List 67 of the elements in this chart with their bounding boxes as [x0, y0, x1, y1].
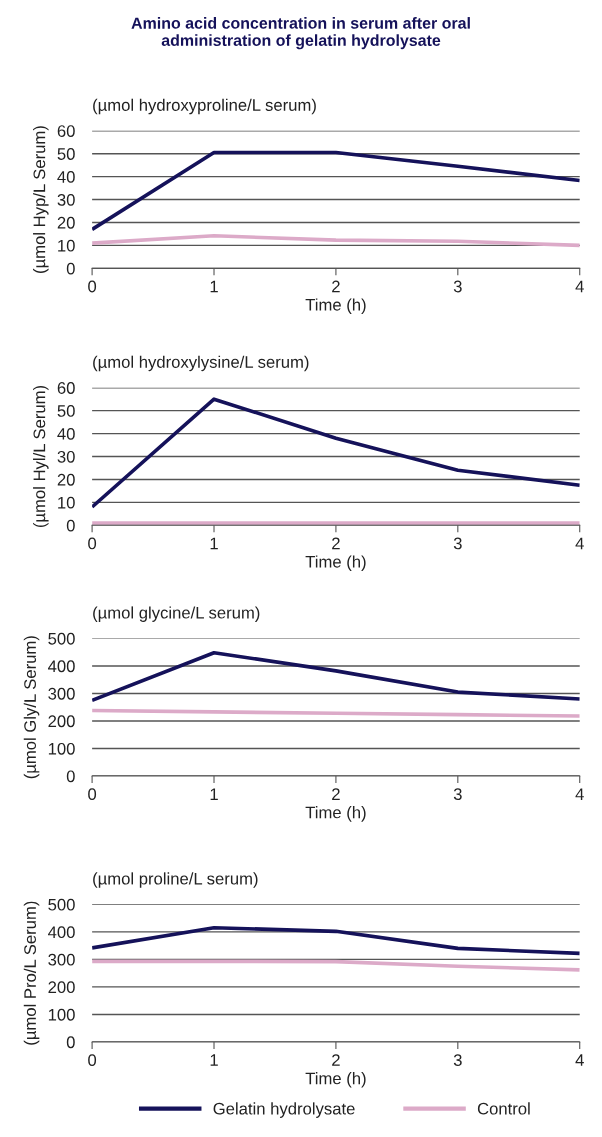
y-tick-label: 60	[57, 125, 75, 137]
line-series	[92, 650, 580, 703]
x-tick-label: 3	[453, 1054, 462, 1066]
y-tick-label: 20	[57, 473, 75, 486]
y-tick-label: 20	[57, 216, 75, 229]
y-tick-label: 30	[57, 193, 75, 206]
y-tick-label: 30	[57, 450, 75, 463]
y-tick-label: 300	[48, 687, 75, 700]
x-tick-label: 0	[88, 788, 97, 801]
x-tick-label: 1	[210, 537, 218, 550]
chart-subtitle: (µmol glycine/L serum)	[93, 606, 260, 622]
y-tick-label: 10	[58, 496, 75, 509]
y-tick-label: 200	[48, 981, 75, 994]
y-axis-title: (µmol Pro/L Serum)	[23, 901, 40, 1045]
line-series	[92, 959, 580, 972]
y-tick-label: 200	[48, 715, 75, 728]
line-series	[92, 150, 580, 232]
y-tick-label: 0	[66, 519, 75, 532]
x-tick-label: 4	[575, 788, 584, 800]
line-series	[92, 233, 580, 248]
x-axis-title: Time (h)	[305, 298, 366, 314]
chart-title: Amino acid concentration in serum after oral administration of gelatin hydrolysate	[131, 17, 470, 50]
x-tick-label: 4	[575, 280, 584, 293]
x-tick-label: 2	[332, 1054, 340, 1066]
y-tick-label: 60	[57, 382, 75, 394]
y-tick-label: 500	[48, 632, 75, 645]
chart-subtitle: (µmol hydroxyproline/L serum)	[93, 98, 316, 115]
y-tick-label: 0	[66, 770, 75, 783]
y-tick-label: 50	[57, 405, 75, 417]
x-tick-label: 3	[453, 280, 462, 293]
x-tick-label: 4	[575, 537, 584, 550]
x-tick-label: 0	[88, 280, 97, 293]
y-tick-label: 100	[48, 742, 75, 755]
x-tick-label: 0	[88, 537, 97, 550]
x-tick-label: 2	[332, 788, 340, 800]
x-tick-label: 2	[332, 280, 340, 293]
y-tick-label: 50	[57, 148, 75, 160]
x-tick-label: 3	[453, 537, 462, 550]
y-tick-label: 300	[48, 953, 75, 966]
line-series	[92, 925, 580, 956]
y-tick-label: 40	[57, 171, 75, 183]
y-tick-label: 100	[48, 1008, 75, 1021]
line-series	[92, 397, 580, 509]
x-tick-label: 4	[575, 1054, 584, 1066]
y-tick-label: 500	[48, 898, 75, 911]
y-tick-label: 400	[48, 660, 75, 673]
y-tick-label: 10	[58, 239, 75, 252]
x-axis-title: Time (h)	[305, 806, 366, 822]
x-tick-label: 1	[210, 788, 218, 800]
y-axis-title: (µmol Hyl/L Serum)	[33, 385, 49, 528]
x-tick-label: 0	[88, 1054, 97, 1066]
y-tick-label: 0	[66, 1036, 75, 1049]
x-tick-label: 2	[332, 537, 340, 550]
y-tick-label: 0	[66, 262, 75, 275]
x-tick-label: 1	[210, 1054, 218, 1066]
chart-subtitle: (µmol hydroxylysine/L serum)	[93, 355, 309, 372]
y-axis-title: (µmol Gly/L Serum)	[23, 636, 40, 779]
chart-subtitle: (µmol proline/L serum)	[93, 872, 258, 888]
legend-label: Gelatin hydrolysate	[213, 1102, 355, 1118]
x-axis-title: Time (h)	[305, 1072, 366, 1088]
x-axis-title: Time (h)	[305, 555, 366, 571]
legend-label: Control	[477, 1102, 530, 1115]
y-tick-label: 40	[57, 427, 75, 440]
x-tick-label: 1	[210, 280, 218, 293]
y-tick-label: 400	[48, 926, 75, 939]
x-tick-label: 3	[453, 788, 462, 801]
y-axis-title: (µmol Hyp/L Serum)	[33, 126, 49, 273]
